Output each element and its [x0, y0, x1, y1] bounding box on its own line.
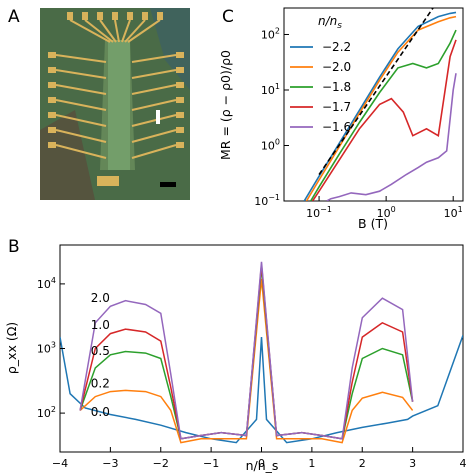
panel-b-ytick: 102 [37, 405, 56, 420]
panel-b-curve-label: 2.0 [91, 291, 110, 305]
panel-c-legend-label: −2.2 [322, 40, 351, 54]
panel-c-xtick: 10−1 [306, 205, 332, 220]
panel-b-xtick: 1 [308, 457, 315, 470]
panel-b-xtick: −3 [102, 457, 118, 470]
panel-c-legend-label: −1.8 [322, 80, 351, 94]
panel-c-xlabel: B (T) [358, 216, 388, 231]
panel-b-xtick: 0 [258, 457, 265, 470]
panel-c-ytick: 100 [261, 137, 280, 152]
panel-c-legend-title: n/ns [318, 14, 342, 31]
panel-b-xtick: −4 [52, 457, 68, 470]
device-micrograph [40, 8, 190, 200]
panel-b-series-0 [60, 335, 463, 444]
panel-b-xlabel: n/n_s [246, 458, 279, 473]
panel-b-ytick: 104 [37, 276, 56, 291]
panel-b-xtick: −1 [203, 457, 219, 470]
panel-b-curve-label: 0.2 [91, 376, 110, 390]
panel-c-legend: n/ns −2.2 −2.0 −1.8 −1.7 −1.6 [290, 14, 351, 134]
panel-c-reference-line [318, 8, 434, 175]
panel-b-series-2 [79, 267, 414, 440]
panel-b-curve-label: 0.0 [91, 405, 110, 419]
panel-c-legend-label: −2.0 [322, 60, 351, 74]
panel-c-ytick: 102 [261, 26, 280, 41]
panel-b-ytick: 103 [37, 341, 56, 356]
panel-c-legend-label: −1.7 [322, 100, 351, 114]
panel-c-legend-label: −1.6 [322, 120, 351, 134]
electrode-leads [48, 12, 184, 159]
panel-c-ylabel: MR = (ρ − ρ0)/ρ0 [218, 50, 233, 160]
panel-b-series-1 [79, 278, 414, 444]
panel-c-ytick: 10−1 [254, 193, 280, 208]
panel-letter-a: A [8, 7, 20, 27]
panel-b-chart: −4 −3 −2 −1 0 1 2 3 4 102 103 104 2.0 1.0 0.5 0.2 0.0 n… [4, 244, 467, 473]
panel-b-xtick: 4 [460, 457, 467, 470]
panel-c-series-4 [326, 73, 457, 201]
panel-c-series-2 [310, 29, 457, 201]
panel-b-series-4 [79, 261, 414, 440]
panel-letter-c: C [222, 7, 234, 27]
panel-b-xtick: 3 [409, 457, 416, 470]
panel-b-curve-label: 0.5 [91, 344, 110, 358]
panel-c-xtick: 101 [444, 205, 463, 220]
panel-c-ytick: 101 [261, 82, 280, 97]
panel-b-xtick: 2 [359, 457, 366, 470]
panel-c-series-1 [305, 15, 457, 201]
panel-letter-b: B [8, 237, 20, 257]
panel-b-curve-label: 1.0 [91, 318, 110, 332]
panel-c-series-3 [311, 39, 457, 201]
panel-b-xtick: −2 [153, 457, 169, 470]
panel-b-ylabel: ρ_xx (Ω) [4, 322, 19, 374]
